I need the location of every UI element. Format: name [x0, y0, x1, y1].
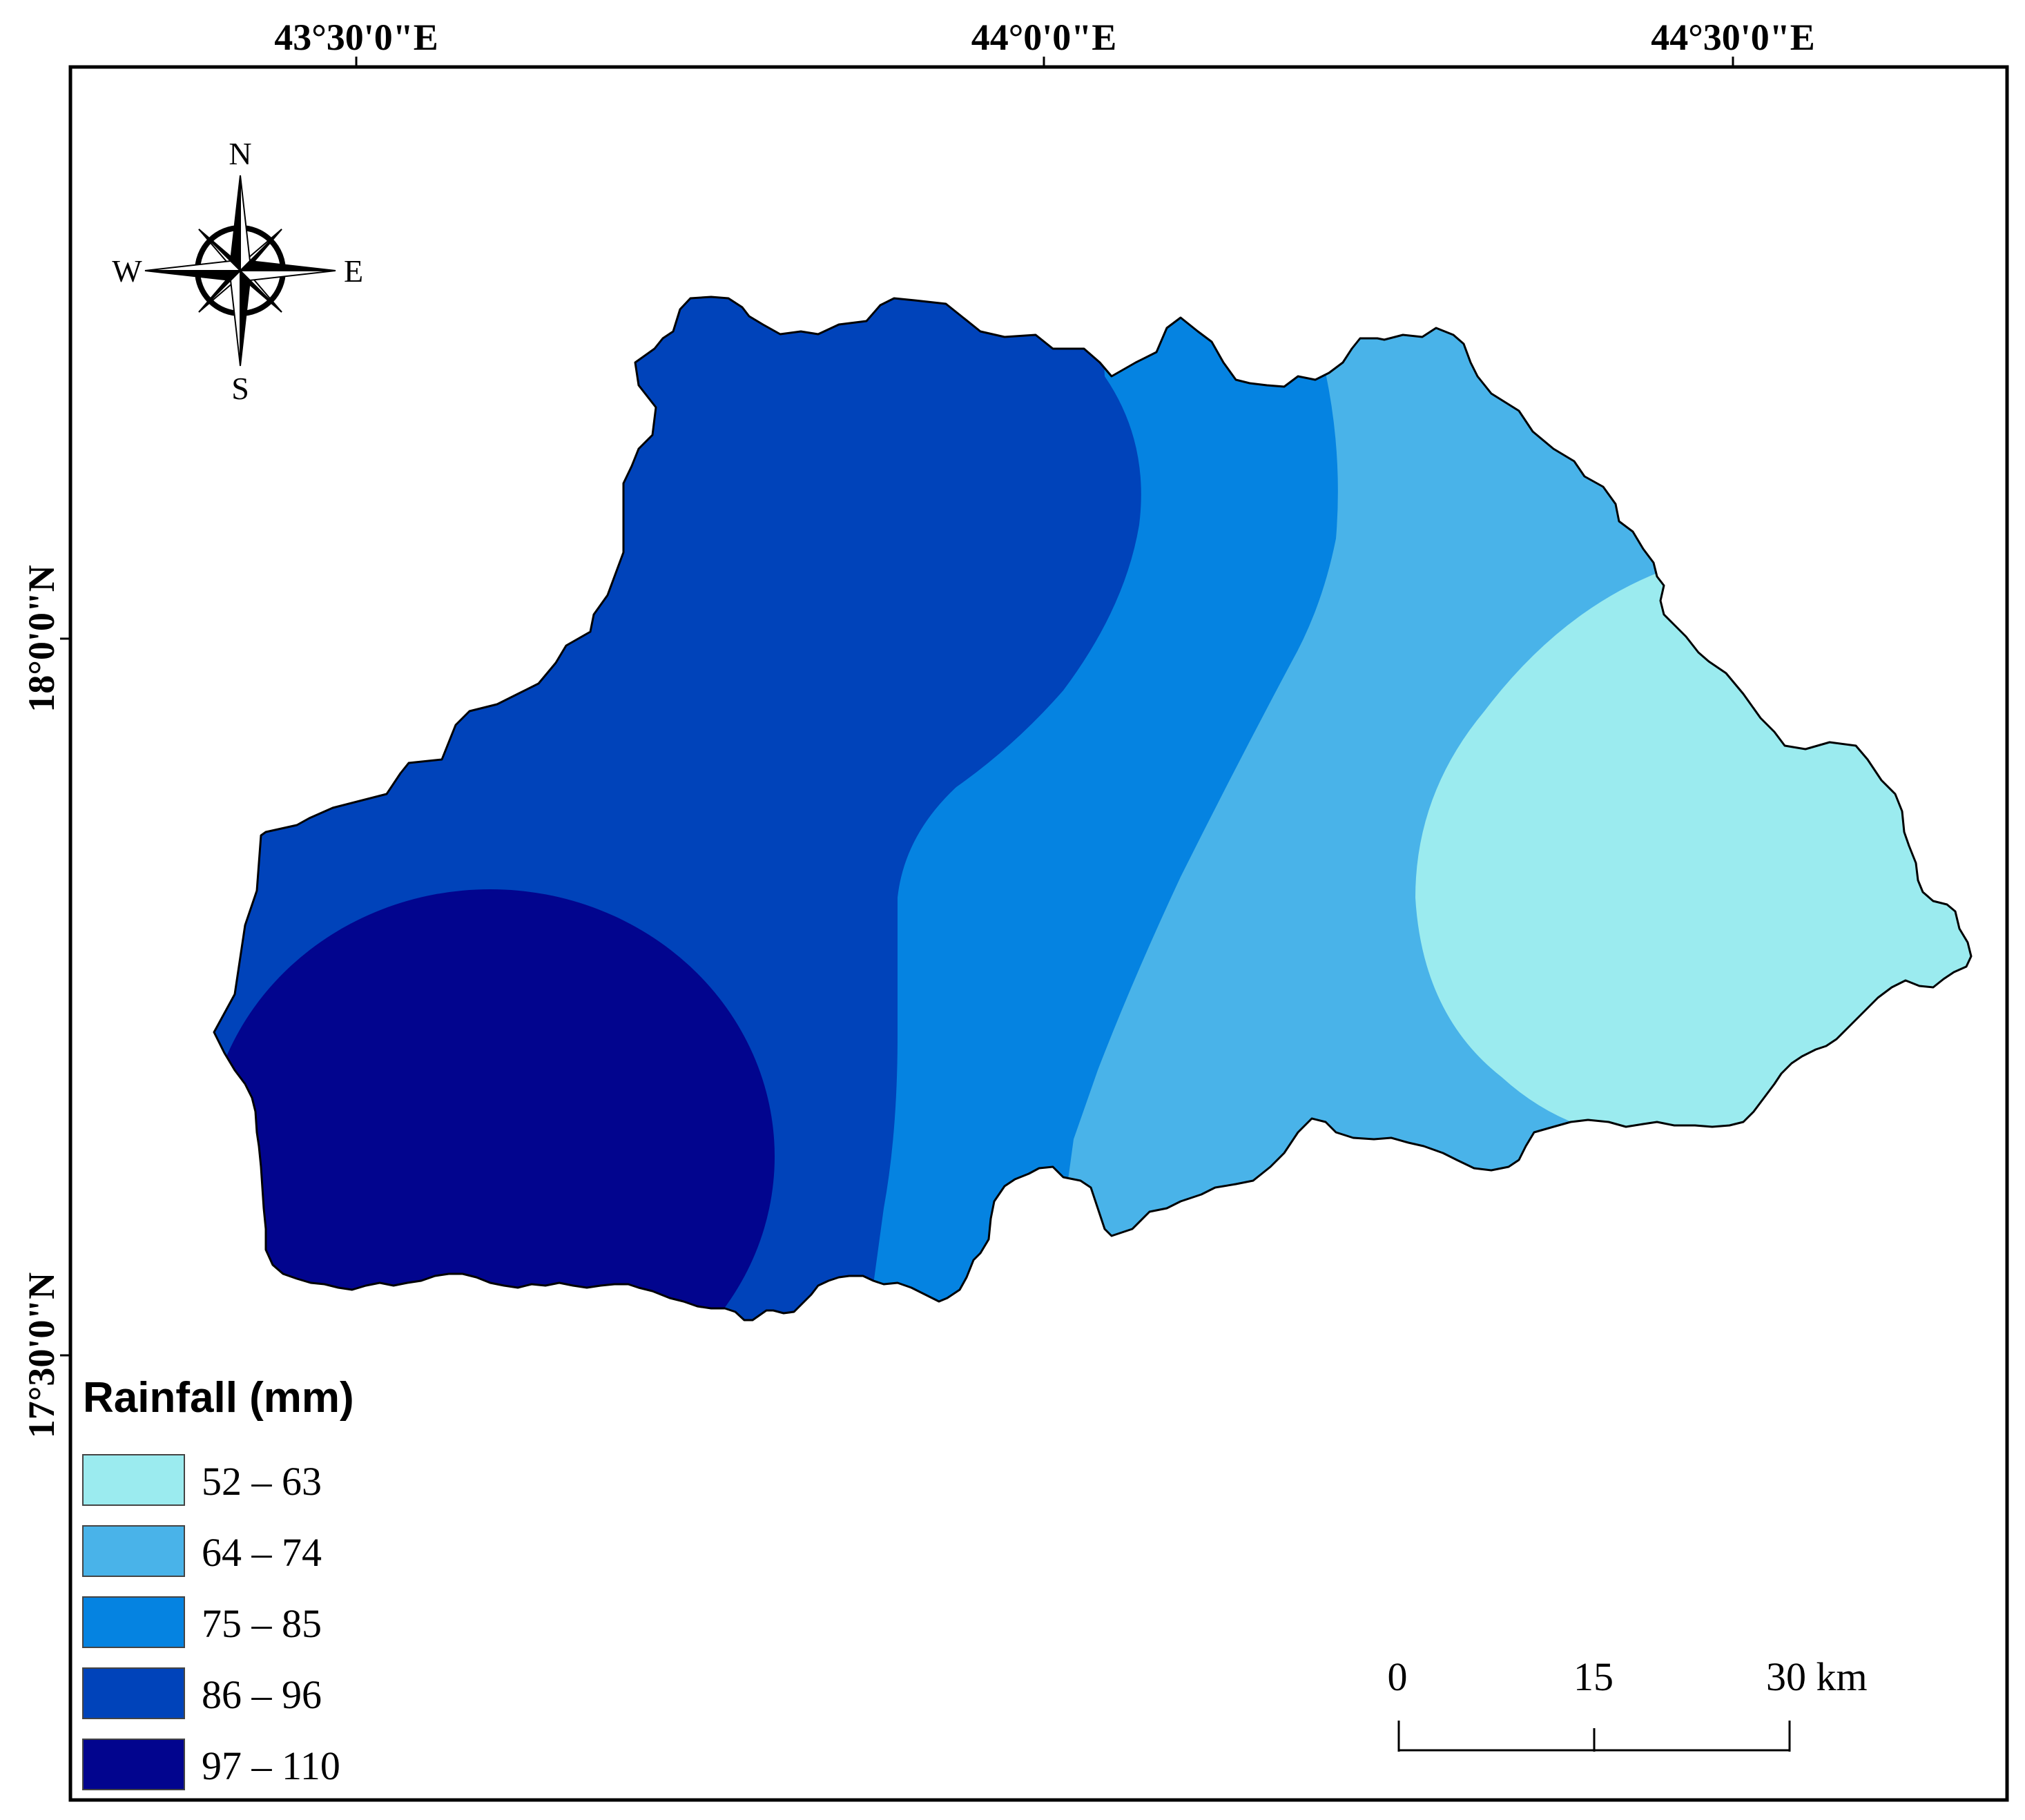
legend-swatch-97-110: [82, 1739, 185, 1790]
legend: Rainfall (mm) 52 – 63 64 – 74 75 – 85 86…: [82, 1374, 354, 1790]
scale-label-30: 30 km: [1766, 1654, 1868, 1699]
graticule-ticks: [60, 57, 1734, 1357]
longitude-label-3: 44°30'0"E: [1651, 17, 1815, 58]
latitude-label-1: 18°0'0"N: [21, 565, 62, 713]
legend-label-64-74: 64 – 74: [202, 1530, 322, 1575]
basin-outline: [213, 296, 1973, 1322]
scale-label-0: 0: [1388, 1654, 1408, 1699]
legend-label-52-63: 52 – 63: [202, 1459, 322, 1504]
legend-label-97-110: 97 – 110: [202, 1743, 340, 1788]
latitude-label-2: 17°30'0"N: [21, 1272, 62, 1439]
legend-swatch-75-85: [82, 1596, 185, 1648]
scale-bar: 0 15 30 km: [1388, 1654, 1868, 1752]
legend-label-86-96: 86 – 96: [202, 1672, 322, 1717]
longitude-label-1: 43°30'0"E: [274, 17, 438, 58]
legend-swatch-64-74: [82, 1525, 185, 1577]
legend-swatch-52-63: [82, 1454, 185, 1506]
legend-label-75-85: 75 – 85: [202, 1601, 322, 1646]
compass-west-label: W: [112, 253, 142, 289]
longitude-label-2: 44°0'0"E: [971, 17, 1117, 58]
compass-rose-icon: [144, 175, 336, 367]
scale-label-15: 15: [1573, 1654, 1614, 1699]
legend-swatch-86-96: [82, 1667, 185, 1719]
compass-north-label: N: [229, 136, 251, 171]
compass-south-label: S: [231, 371, 249, 406]
compass-east-label: E: [344, 253, 363, 289]
legend-title: Rainfall (mm): [83, 1374, 354, 1422]
